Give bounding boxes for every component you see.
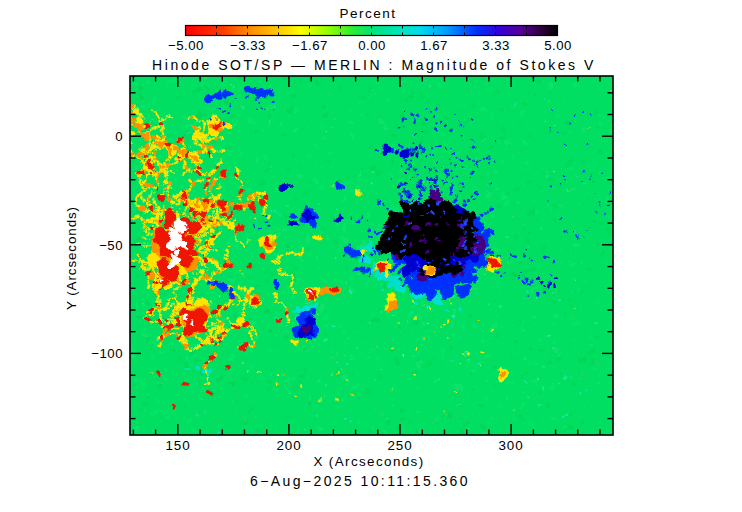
svg-text:0: 0 [115,129,123,144]
svg-text:−1.67: −1.67 [292,38,328,53]
svg-text:−100: −100 [91,346,123,361]
svg-text:3.33: 3.33 [482,38,510,53]
svg-text:1.67: 1.67 [420,38,448,53]
svg-text:0.00: 0.00 [358,38,386,53]
svg-text:X (Arcseconds): X (Arcseconds) [313,454,424,469]
svg-text:−50: −50 [99,238,123,253]
svg-text:300: 300 [498,438,523,453]
svg-text:Hinode SOT/SP — MERLIN : Magni: Hinode SOT/SP — MERLIN : Magnitude of St… [152,57,596,73]
svg-text:200: 200 [276,438,301,453]
svg-text:−5.00: −5.00 [168,38,204,53]
svg-text:Y (Arcseconds): Y (Arcseconds) [64,206,79,310]
svg-text:Percent: Percent [339,6,396,21]
svg-text:6−Aug−2025 10:11:15.360: 6−Aug−2025 10:11:15.360 [250,473,470,489]
svg-text:−3.33: −3.33 [230,38,266,53]
svg-text:150: 150 [165,438,190,453]
svg-text:250: 250 [387,438,412,453]
svg-text:5.00: 5.00 [544,38,572,53]
